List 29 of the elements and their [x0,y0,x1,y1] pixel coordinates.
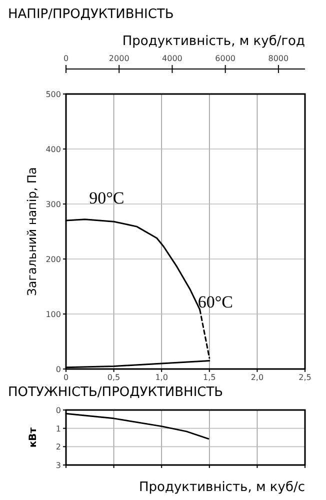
y-tick-label: 400 [46,145,61,154]
series-label: 60°C [198,292,233,312]
y-tick-label: 200 [46,255,61,264]
series-label: 90°C [89,188,124,208]
x-tick-label: 2,0 [250,373,264,382]
x-axis-title: Продуктивність, м куб/с [139,480,305,495]
y-tick-label: 3 [56,461,61,470]
x2-axis-title: Продуктивність, м куб/год [122,34,306,49]
y-tick-label: 500 [46,90,61,99]
y-tick-label: 1 [56,424,61,434]
x-tick-label: 1,0 [155,373,168,382]
y-tick-label: 2 [56,442,61,452]
y-tick-label: 100 [46,310,61,319]
x-tick-label: 0 [63,373,69,382]
x2-tick-label: 4000 [162,54,182,63]
y-axis-title: кВт [28,427,39,448]
x-tick-label: 0,5 [107,373,120,382]
chart-title: НАПІР/ПРОДУКТИВНІСТЬ [8,7,174,22]
y-axis-title: Загальний напір, Па [25,167,39,296]
y-tick-label: 300 [46,200,61,209]
x2-tick-label: 6000 [215,54,236,63]
x-tick-label: 1,5 [203,373,216,382]
x2-tick-label: 2000 [108,54,130,63]
x2-tick-label: 8000 [268,54,289,63]
y-tick-label: 0 [56,365,61,374]
chart-title: ПОТУЖНІСТЬ/ПРОДУКТИВНІСТЬ [8,385,224,400]
y-tick-label: 0 [56,406,61,415]
x-tick-label: 2,5 [298,373,312,382]
x2-tick-label: 0 [63,54,69,63]
